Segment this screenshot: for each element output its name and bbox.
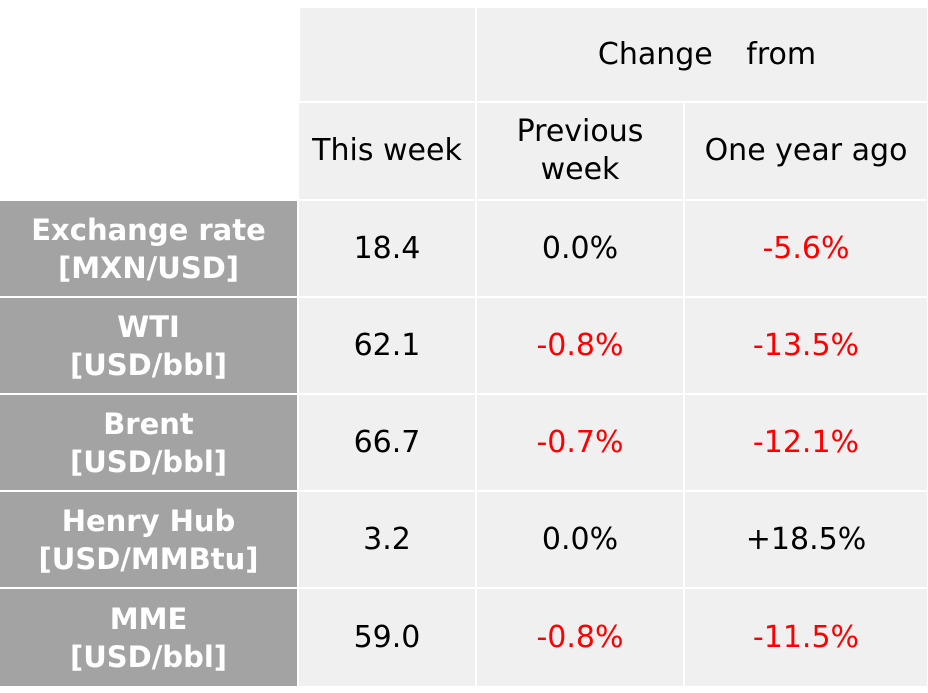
row-label-henry-hub: Henry Hub [USD/MMBtu] xyxy=(0,492,297,587)
row-label-wti: WTI [USD/bbl] xyxy=(0,298,297,393)
cell-previous-week: -0.7% xyxy=(477,395,683,490)
cell-one-year-ago: -11.5% xyxy=(685,589,927,686)
row-label-name: MME xyxy=(109,601,188,636)
cell-this-week: 62.1 xyxy=(299,298,475,393)
row-label-name: WTI xyxy=(117,309,180,344)
row-label-unit: [MXN/USD] xyxy=(57,250,240,285)
column-header-previous-week: Previous week xyxy=(477,103,683,199)
row-label-name: Henry Hub xyxy=(61,503,236,538)
cell-this-week: 59.0 xyxy=(299,589,475,686)
row-label-unit: [USD/bbl] xyxy=(69,639,228,674)
row-label-mme: MME [USD/bbl] xyxy=(0,589,297,686)
row-label-unit: [USD/bbl] xyxy=(69,347,228,382)
cell-this-week: 3.2 xyxy=(299,492,475,587)
cell-one-year-ago: -12.1% xyxy=(685,395,927,490)
column-header-one-year-ago: One year ago xyxy=(685,103,927,199)
cell-one-year-ago: -13.5% xyxy=(685,298,927,393)
row-label-name: Exchange rate xyxy=(31,212,266,247)
header-blank-corner xyxy=(300,8,475,101)
cell-one-year-ago: +18.5% xyxy=(685,492,927,587)
header-change-from: Change from xyxy=(477,8,927,101)
column-header-this-week: This week xyxy=(299,103,475,199)
row-label-name: Brent xyxy=(103,406,194,441)
cell-previous-week: 0.0% xyxy=(477,492,683,587)
cell-previous-week: 0.0% xyxy=(477,201,683,296)
cell-previous-week: -0.8% xyxy=(477,589,683,686)
cell-this-week: 66.7 xyxy=(299,395,475,490)
row-label-unit: [USD/bbl] xyxy=(69,444,228,479)
row-label-unit: [USD/MMBtu] xyxy=(38,541,259,576)
cell-previous-week: -0.8% xyxy=(477,298,683,393)
row-label-brent: Brent [USD/bbl] xyxy=(0,395,297,490)
row-label-exchange-rate: Exchange rate [MXN/USD] xyxy=(0,201,297,296)
cell-this-week: 18.4 xyxy=(299,201,475,296)
cell-one-year-ago: -5.6% xyxy=(685,201,927,296)
